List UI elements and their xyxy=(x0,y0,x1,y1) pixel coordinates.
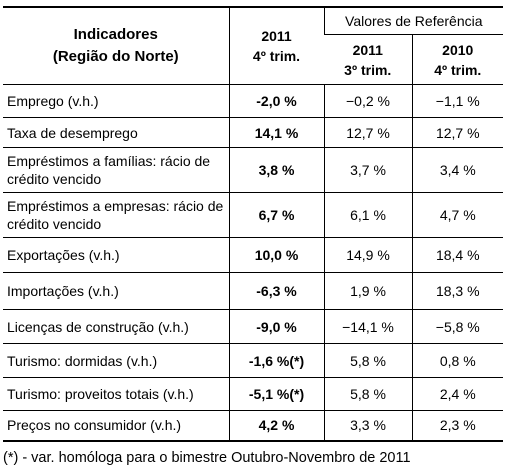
value-cell: 4,2 % xyxy=(228,410,324,441)
row-label: Turismo: dormidas (v.h.) xyxy=(3,343,229,378)
row-label: Turismo: proveitos totais (v.h.) xyxy=(3,377,229,411)
value-cell: 2,3 % xyxy=(411,410,504,441)
value-cell: 2,4 % xyxy=(411,377,504,411)
footnote: (*) - var. homóloga para o bimestre Outu… xyxy=(3,450,411,466)
row-label: Preços no consumidor (v.h.) xyxy=(3,410,229,441)
header-line: 3º trim. xyxy=(344,61,392,78)
value-cell: 18,3 % xyxy=(411,272,504,310)
row-label: Empréstimos a famílias: rácio de crédito… xyxy=(3,147,229,193)
row-label: Importações (v.h.) xyxy=(3,272,229,310)
table-row: Importações (v.h.) -6,3 % 1,9 % 18,3 % xyxy=(3,272,504,310)
value-cell: −5,8 % xyxy=(411,309,504,344)
header-ref-col: 2010 4º trim. xyxy=(411,34,504,85)
table-row: Turismo: proveitos totais (v.h.) -5,1 %(*… xyxy=(3,377,504,411)
row-label: Taxa de desemprego xyxy=(3,117,229,148)
table-row: Empréstimos a famílias: rácio de crédito… xyxy=(3,147,504,193)
header-current: 2011 4º trim. xyxy=(228,7,324,85)
value-cell: 12,7 % xyxy=(323,117,412,148)
value-cell: 6,1 % xyxy=(323,192,412,238)
header-line: 4º trim. xyxy=(252,48,301,64)
value-cell: -9,0 % xyxy=(228,309,324,344)
value-cell: -5,1 %(*) xyxy=(228,377,324,411)
value-cell: −1,1 % xyxy=(411,84,504,118)
header-ref-col: 2011 3º trim. xyxy=(324,34,412,85)
value-cell: 1,9 % xyxy=(323,272,412,310)
indicators-table: Indicadores (Região do Norte) 2011 4º trim… xyxy=(3,6,504,442)
value-cell: 3,7 % xyxy=(323,147,412,193)
value-cell: 12,7 % xyxy=(411,117,504,148)
value-cell: 10,0 % xyxy=(228,237,324,273)
table-row: Preços no consumidor (v.h.) 4,2 % 3,3 % 2,3… xyxy=(3,410,504,441)
row-label: Empréstimos a empresas: rácio de crédito… xyxy=(3,192,229,238)
value-cell: -6,3 % xyxy=(228,272,324,310)
value-cell: -1,6 %(*) xyxy=(228,343,324,378)
table-body: Emprego (v.h.) -2,0 % −0,2 % −1,1 % Taxa de … xyxy=(3,84,504,441)
header-line: (Região do Norte) xyxy=(52,48,179,65)
value-cell: −14,1 % xyxy=(323,309,412,344)
header-line: 2011 xyxy=(352,41,383,58)
value-cell: 3,8 % xyxy=(228,147,324,193)
header-indicator: Indicadores (Região do Norte) xyxy=(3,7,229,85)
value-cell: 14,9 % xyxy=(323,237,412,273)
table-row: Turismo: dormidas (v.h.) -1,6 %(*) 5,8 % 0,… xyxy=(3,343,504,378)
header-line: 2010 xyxy=(442,41,474,58)
value-cell: −0,2 % xyxy=(323,84,412,118)
row-label: Licenças de construção (v.h.) xyxy=(3,309,229,344)
table-row: Emprego (v.h.) -2,0 % −0,2 % −1,1 % xyxy=(3,84,504,118)
table-row: Taxa de desemprego 14,1 % 12,7 % 12,7 % xyxy=(3,117,504,148)
value-cell: 3,4 % xyxy=(411,147,504,193)
value-cell: 5,8 % xyxy=(323,377,412,411)
value-cell: 3,3 % xyxy=(323,410,412,441)
header-line: Indicadores xyxy=(73,26,158,43)
header-line: 2011 xyxy=(261,28,292,44)
row-label: Exportações (v.h.) xyxy=(3,237,229,273)
value-cell: 6,7 % xyxy=(228,192,324,238)
header-reference: Valores de Referência xyxy=(323,7,504,36)
value-cell: 5,8 % xyxy=(323,343,412,378)
header-line: 4º trim. xyxy=(434,61,482,78)
row-label: Emprego (v.h.) xyxy=(3,84,229,118)
value-cell: 14,1 % xyxy=(228,117,324,148)
table-row: Exportações (v.h.) 10,0 % 14,9 % 18,4 % xyxy=(3,237,504,273)
value-cell: -2,0 % xyxy=(228,84,324,118)
value-cell: 18,4 % xyxy=(411,237,504,273)
value-cell: 0,8 % xyxy=(411,343,504,378)
value-cell: 4,7 % xyxy=(411,192,504,238)
table-row: Empréstimos a empresas: rácio de crédito… xyxy=(3,192,504,238)
table-row: Licenças de construção (v.h.) -9,0 % −14,1… xyxy=(3,309,504,344)
table-wrap: Indicadores (Região do Norte) 2011 4º trim… xyxy=(3,6,504,442)
